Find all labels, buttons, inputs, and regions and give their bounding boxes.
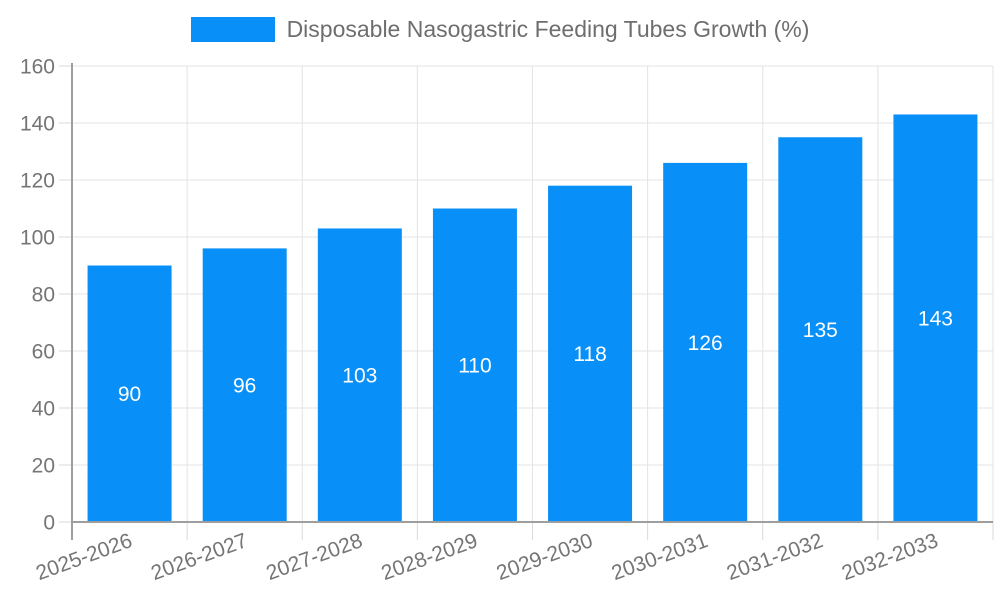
bar[interactable] bbox=[778, 137, 863, 522]
chart-legend[interactable]: Disposable Nasogastric Feeding Tubes Gro… bbox=[0, 16, 1000, 43]
bar-value-label: 96 bbox=[233, 375, 256, 398]
x-axis-label: 2026-2027 bbox=[148, 529, 250, 585]
bar-value-label: 110 bbox=[458, 355, 491, 378]
x-axis-label: 2025-2026 bbox=[33, 529, 135, 585]
y-axis-label: 60 bbox=[32, 340, 55, 363]
bar[interactable] bbox=[432, 208, 517, 523]
x-axis-label: 2029-2030 bbox=[494, 529, 596, 585]
legend-swatch bbox=[190, 17, 275, 42]
x-axis-label: 2030-2031 bbox=[609, 529, 711, 585]
y-axis-label: 140 bbox=[20, 112, 55, 135]
y-axis-label: 0 bbox=[43, 511, 55, 534]
bar[interactable] bbox=[663, 162, 748, 522]
bar-value-label: 126 bbox=[688, 332, 723, 355]
bar[interactable] bbox=[317, 228, 402, 522]
x-axis-label: 2027-2028 bbox=[263, 529, 365, 585]
bar[interactable] bbox=[87, 265, 172, 523]
y-axis-label: 40 bbox=[32, 397, 55, 420]
x-axis-label: 2032-2033 bbox=[839, 529, 941, 585]
x-axis-label: 2031-2032 bbox=[724, 529, 826, 585]
bar-value-label: 90 bbox=[118, 383, 141, 406]
bar[interactable] bbox=[202, 248, 287, 522]
bar-value-label: 143 bbox=[918, 308, 953, 331]
y-axis-label: 160 bbox=[20, 55, 55, 78]
bar-value-label: 103 bbox=[342, 365, 377, 388]
legend-label: Disposable Nasogastric Feeding Tubes Gro… bbox=[286, 16, 810, 42]
bar[interactable] bbox=[893, 114, 978, 522]
bar-value-label: 135 bbox=[803, 319, 838, 342]
bar[interactable] bbox=[548, 185, 633, 522]
y-axis-label: 80 bbox=[32, 283, 55, 306]
x-axis-label: 2028-2029 bbox=[378, 529, 480, 585]
y-axis-label: 100 bbox=[20, 226, 55, 249]
bar-value-label: 118 bbox=[573, 343, 606, 366]
y-axis-label: 120 bbox=[20, 169, 55, 192]
y-axis-label: 20 bbox=[32, 454, 55, 477]
